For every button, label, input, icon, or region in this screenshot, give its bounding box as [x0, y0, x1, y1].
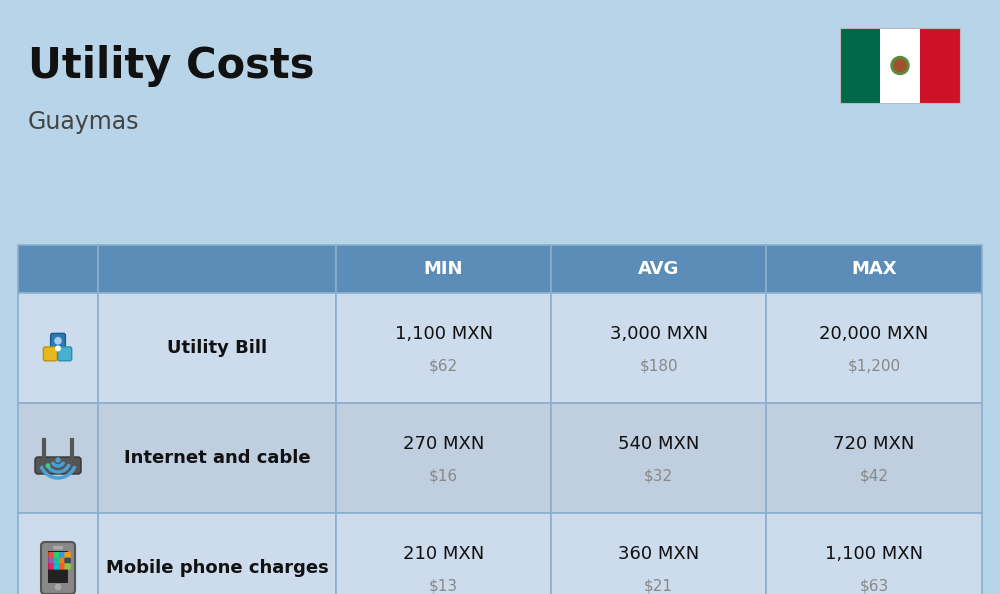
Text: 360 MXN: 360 MXN: [618, 545, 699, 563]
Circle shape: [894, 59, 906, 71]
FancyBboxPatch shape: [48, 551, 68, 583]
Circle shape: [56, 458, 60, 462]
FancyBboxPatch shape: [48, 558, 55, 564]
FancyBboxPatch shape: [59, 552, 65, 558]
Bar: [766, 513, 982, 594]
Text: 720 MXN: 720 MXN: [833, 435, 915, 453]
Text: AVG: AVG: [638, 260, 679, 278]
FancyBboxPatch shape: [59, 558, 65, 564]
Bar: [551, 245, 766, 293]
Bar: [18, 245, 98, 293]
Text: MIN: MIN: [424, 260, 463, 278]
Circle shape: [56, 346, 60, 350]
FancyBboxPatch shape: [35, 457, 81, 474]
Bar: [551, 403, 766, 513]
Text: $16: $16: [429, 469, 458, 484]
Text: 1,100 MXN: 1,100 MXN: [825, 545, 923, 563]
Text: Utility Costs: Utility Costs: [28, 45, 314, 87]
Bar: [840, 28, 880, 103]
FancyBboxPatch shape: [64, 552, 71, 558]
Bar: [336, 513, 551, 594]
Bar: [18, 293, 98, 403]
Circle shape: [891, 56, 909, 74]
Bar: [336, 293, 551, 403]
Bar: [336, 403, 551, 513]
FancyBboxPatch shape: [59, 563, 65, 570]
Circle shape: [55, 337, 61, 344]
FancyBboxPatch shape: [54, 563, 60, 570]
Bar: [98, 513, 336, 594]
Text: 20,000 MXN: 20,000 MXN: [819, 325, 929, 343]
Text: 3,000 MXN: 3,000 MXN: [610, 325, 708, 343]
FancyBboxPatch shape: [41, 542, 75, 594]
Text: $42: $42: [860, 469, 889, 484]
Text: Utility Bill: Utility Bill: [167, 339, 267, 357]
Bar: [766, 293, 982, 403]
Text: MAX: MAX: [851, 260, 897, 278]
Text: $180: $180: [639, 359, 678, 374]
FancyBboxPatch shape: [54, 558, 60, 564]
Text: $1,200: $1,200: [847, 359, 901, 374]
Text: Guaymas: Guaymas: [28, 110, 140, 134]
FancyBboxPatch shape: [58, 347, 72, 361]
FancyBboxPatch shape: [48, 552, 55, 558]
Bar: [920, 28, 960, 103]
Bar: [18, 403, 98, 513]
Text: 270 MXN: 270 MXN: [403, 435, 484, 453]
FancyBboxPatch shape: [64, 558, 71, 564]
FancyBboxPatch shape: [43, 347, 57, 361]
Text: $32: $32: [644, 469, 673, 484]
Bar: [336, 245, 551, 293]
Bar: [840, 28, 960, 103]
Text: $21: $21: [644, 579, 673, 593]
Text: Mobile phone charges: Mobile phone charges: [106, 559, 328, 577]
FancyBboxPatch shape: [51, 333, 65, 348]
Circle shape: [46, 464, 50, 467]
Circle shape: [55, 584, 61, 590]
Bar: [766, 245, 982, 293]
FancyBboxPatch shape: [54, 552, 60, 558]
Bar: [766, 403, 982, 513]
Text: 210 MXN: 210 MXN: [403, 545, 484, 563]
Text: 540 MXN: 540 MXN: [618, 435, 699, 453]
FancyBboxPatch shape: [53, 546, 63, 549]
Text: $13: $13: [429, 579, 458, 593]
Bar: [551, 513, 766, 594]
Text: 1,100 MXN: 1,100 MXN: [395, 325, 493, 343]
Bar: [551, 293, 766, 403]
FancyBboxPatch shape: [48, 563, 55, 570]
Bar: [98, 245, 336, 293]
Bar: [98, 403, 336, 513]
Bar: [98, 293, 336, 403]
Text: $62: $62: [429, 359, 458, 374]
Bar: [18, 513, 98, 594]
Text: $63: $63: [859, 579, 889, 593]
Text: Internet and cable: Internet and cable: [124, 449, 310, 467]
FancyBboxPatch shape: [64, 563, 71, 570]
Bar: [880, 28, 920, 103]
